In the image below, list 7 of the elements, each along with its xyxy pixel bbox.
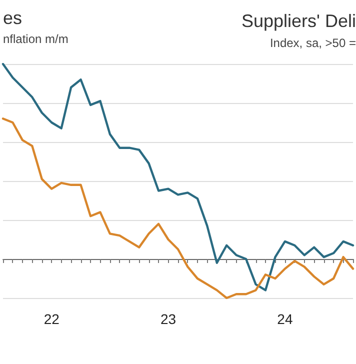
text: Index, sa, >50 = xyxy=(270,36,356,50)
x-tick-label: 23 xyxy=(160,311,176,327)
text: Suppliers' Deli xyxy=(242,11,356,31)
chart-title: es xyxy=(3,8,22,28)
x-tick-label: 22 xyxy=(44,311,60,327)
chart-subtitle: nflation m/m xyxy=(3,32,68,46)
x-tick-label: 24 xyxy=(277,311,293,327)
